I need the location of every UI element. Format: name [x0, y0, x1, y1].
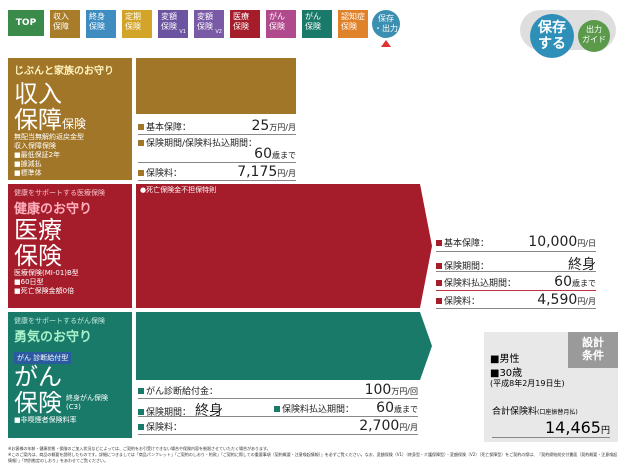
- nav-tab-sub: V2: [215, 29, 222, 35]
- top-button[interactable]: TOP: [8, 10, 44, 36]
- medical-subtitle: 健康のお守り: [14, 202, 93, 217]
- cancer-insurance-card[interactable]: 健康をサポートするがん保険 勇気のお守り がん 診断給付型 がん 保険 終身がん保…: [8, 312, 132, 438]
- income-insurance-card[interactable]: じぶんと家族のお守り 収入 保障保険 無配当無解約返戻金型 収入保障保険 ■最低…: [8, 58, 132, 180]
- nav-tab[interactable]: 終身 保険›: [86, 10, 129, 38]
- medical-title-line2: 保険: [14, 242, 62, 270]
- income-option: ■最低保証2年: [14, 151, 61, 159]
- age: ■30歳: [490, 368, 523, 379]
- income-tag: じぶんと家族のお守り: [14, 66, 114, 77]
- medical-model: 医療保険(MI-01)B型: [14, 269, 79, 277]
- nav-tab-label: 終身 保険: [89, 12, 105, 31]
- cancer-tag: 健康をサポートするがん保険: [14, 317, 105, 325]
- total-premium: 14,465円: [545, 418, 610, 437]
- nav-tab[interactable]: 定期 保険›: [122, 10, 165, 38]
- income-option: ■據減払: [14, 160, 42, 168]
- current-position-indicator: [381, 40, 391, 47]
- nav-tab-label: 定期 保険: [125, 12, 141, 31]
- cancer-title: がん: [14, 363, 62, 391]
- medical-note: ●死亡保険金不担保特則: [140, 186, 217, 194]
- save-panel: 保存 する 出力 ガイド: [520, 10, 616, 58]
- nav-tab[interactable]: 収入 保障›: [50, 10, 93, 38]
- total-premium-label: 合計保険料(口座振替月払): [492, 407, 578, 417]
- cancer-option: ■非喫煙者保険料率: [14, 416, 77, 424]
- income-desc: 無配当無解約返戻金型 収入保障保険: [14, 133, 84, 150]
- cancer-title-line2: 保険 終身がん保険 (C3): [14, 389, 108, 417]
- output-guide-button[interactable]: 出力 ガイド: [578, 20, 610, 52]
- nav-tab[interactable]: 認知症 保険›: [338, 10, 381, 38]
- save-button[interactable]: 保存 する: [530, 14, 574, 58]
- nav-tab-label: がん 保険: [305, 12, 321, 31]
- footnote: ※お客様の年齢・健康状態・保険のご加入状況などによっては、ご契約をお引受けできな…: [8, 446, 618, 463]
- cancer-arrow-bar: [136, 312, 432, 380]
- gender: ■男性: [490, 354, 520, 365]
- cancer-badge: がん 診断給付型: [14, 352, 72, 364]
- save-output-nav-button[interactable]: 保存 ・出力: [372, 10, 400, 38]
- income-bar: [136, 58, 296, 114]
- nav-tab-label: 医療 保険: [233, 12, 249, 31]
- medical-tag: 健康をサポートする医療保険: [14, 189, 105, 197]
- income-title: 収入: [14, 80, 62, 108]
- medical-option: ■死亡保険金額0倍: [14, 287, 75, 295]
- design-conditions-panel: 設計 条件 ■男性 ■30歳 (平成8年2月19日生) 合計保険料(口座振替月払…: [484, 332, 618, 442]
- nav-tab[interactable]: がん 保険›: [266, 10, 309, 38]
- cancer-subtitle: 勇気のお守り: [14, 330, 93, 345]
- nav-tab[interactable]: 医療 保険›: [230, 10, 273, 38]
- birthdate: (平成8年2月19日生): [490, 379, 565, 388]
- nav-tab[interactable]: がん 保険›: [302, 10, 345, 38]
- nav-tab-label: 認知症 保険: [341, 12, 365, 31]
- nav-tab-label: 収入 保障: [53, 12, 69, 31]
- income-title-line2: 保障保険: [14, 106, 87, 134]
- nav-tab-sub: V1: [179, 29, 186, 35]
- nav-tab-label: がん 保険: [269, 12, 285, 31]
- nav-tab-label: 変額 保険: [161, 12, 177, 31]
- nav-tab-label: 変額 保険: [197, 12, 213, 31]
- medical-title: 医療: [14, 216, 62, 244]
- medical-insurance-card[interactable]: 健康をサポートする医療保険 健康のお守り 医療 保険 医療保険(MI-01)B型…: [8, 184, 132, 308]
- design-conditions-badge: 設計 条件: [568, 332, 618, 368]
- income-option: ■標準体: [14, 169, 42, 177]
- medical-option: ■60日型: [14, 278, 44, 286]
- medical-arrow-bar: [136, 184, 432, 308]
